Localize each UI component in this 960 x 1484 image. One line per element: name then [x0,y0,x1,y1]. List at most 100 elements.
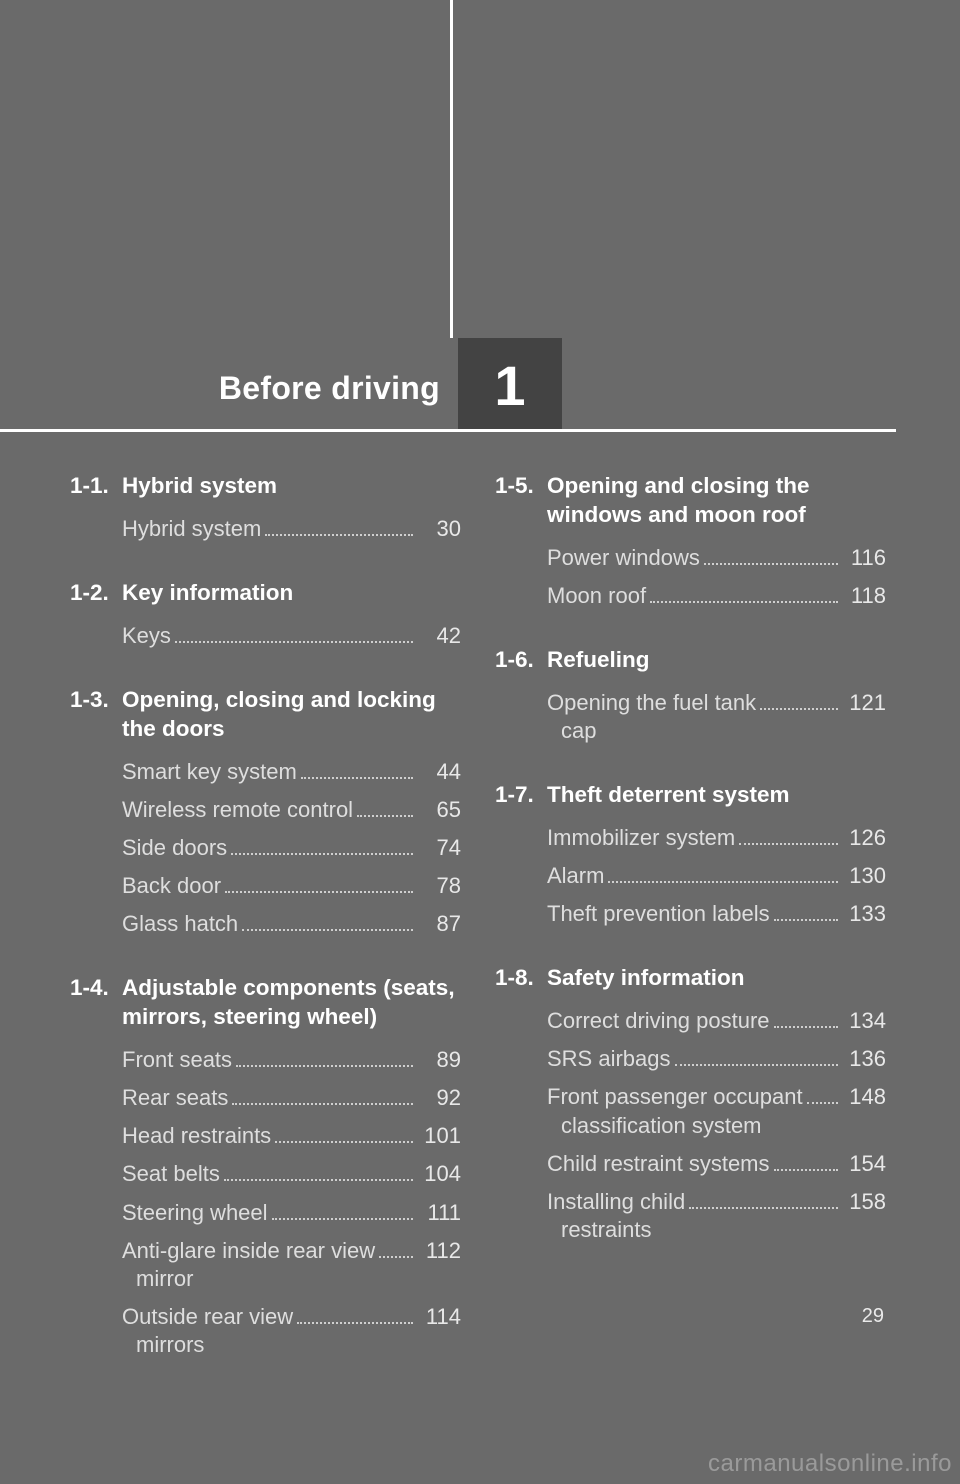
toc-section-title: Theft deterrent system [547,781,886,810]
toc-section-title: Opening, closing and locking the doors [122,686,461,744]
toc-entry-label: SRS airbags [547,1045,671,1073]
toc-leader-dots [774,908,838,921]
toc-entry: Hybrid system 30 [122,515,461,543]
toc-entry-label: Rear seats [122,1084,228,1112]
toc-leader-dots [357,803,413,816]
toc-section: 1-2.Key information Keys 42 [70,579,461,650]
toc-entry: Head restraints101 [122,1122,461,1150]
toc-entry: Rear seats 92 [122,1084,461,1112]
toc-entry-page: 118 [844,582,886,610]
toc-entry: Front seats89 [122,1046,461,1074]
toc-section-title: Hybrid system [122,472,461,501]
toc-entry: Glass hatch 87 [122,910,461,938]
toc-entry-label: Correct driving posture [547,1007,770,1035]
toc-section: 1-6.RefuelingOpening the fuel tankcap121 [495,646,886,745]
toc-entry-label: Keys [122,622,171,650]
toc-leader-dots [297,1311,413,1324]
toc-entry-label: Hybrid system [122,515,261,543]
toc-leader-dots [760,697,838,710]
toc-entry: SRS airbags136 [547,1045,886,1073]
toc-section-number: 1-4. [70,974,122,1032]
toc-section: 1-4.Adjustable components (seats, mirror… [70,974,461,1359]
toc-entry-page: 89 [419,1046,461,1074]
toc-leader-dots [301,765,413,778]
toc-leader-dots [689,1196,838,1209]
toc-leader-dots [272,1206,413,1219]
toc-section-title: Refueling [547,646,886,675]
toc-section-number: 1-8. [495,964,547,993]
toc-column-right: 1-5.Opening and closing the windows and … [495,472,886,1369]
toc-section-number: 1-5. [495,472,547,530]
toc-leader-dots [379,1244,413,1257]
toc-entry-page: 148 [844,1083,886,1111]
toc-entry: Seat belts104 [122,1160,461,1188]
toc-leader-dots [175,630,413,643]
toc-entry-label: Wireless remote control [122,796,353,824]
toc-section: 1-1.Hybrid systemHybrid system30 [70,472,461,543]
toc-entry-label: Side doors [122,834,227,862]
toc-leader-dots [232,1092,413,1105]
toc-leader-dots [236,1054,413,1067]
page-number: 29 [862,1305,884,1328]
toc-entry-page: 42 [419,622,461,650]
toc-section-heading: 1-3.Opening, closing and locking the doo… [70,686,461,744]
vertical-rule [450,0,453,338]
toc-entry-page: 116 [844,544,886,572]
toc-section-number: 1-6. [495,646,547,675]
toc-section-number: 1-1. [70,472,122,501]
toc-entry: Anti-glare inside rear viewmirror112 [122,1237,461,1293]
toc-entry-label: Theft prevention labels [547,900,770,928]
toc-leader-dots [275,1130,413,1143]
toc-entry-page: 30 [419,515,461,543]
toc-section: 1-3.Opening, closing and locking the doo… [70,686,461,938]
toc-entry: Front passenger occupantclassification s… [547,1083,886,1139]
toc-entry-label: Outside rear viewmirrors [122,1303,293,1359]
watermark: carmanualsonline.info [708,1450,952,1478]
toc-section-heading: 1-7.Theft deterrent system [495,781,886,810]
toc-section-title: Safety information [547,964,886,993]
toc-entry-page: 101 [419,1122,461,1150]
toc-entry-label: Glass hatch [122,910,238,938]
toc-leader-dots [774,1015,838,1028]
toc-entry-label: Back door [122,872,221,900]
toc-entry-page: 87 [419,910,461,938]
toc-section-heading: 1-6.Refueling [495,646,886,675]
toc-section-heading: 1-2.Key information [70,579,461,608]
toc-entry: Side doors74 [122,834,461,862]
toc-leader-dots [242,918,413,931]
toc-entry-page: 134 [844,1007,886,1035]
toc-entry: Outside rear viewmirrors114 [122,1303,461,1359]
toc-section-number: 1-3. [70,686,122,744]
toc-entry-label: Seat belts [122,1160,220,1188]
toc-entry: Moon roof118 [547,582,886,610]
toc-leader-dots [224,1168,413,1181]
toc-entry: Smart key system44 [122,758,461,786]
toc-section-title: Key information [122,579,461,608]
toc-entry-label: Installing childrestraints [547,1188,685,1244]
toc-section-title: Opening and closing the windows and moon… [547,472,886,530]
toc-leader-dots [608,870,838,883]
toc-entry-label: Front passenger occupantclassification s… [547,1083,803,1139]
toc-leader-dots [675,1053,838,1066]
toc-entry: Keys 42 [122,622,461,650]
toc-entry-label: Immobilizer system [547,824,735,852]
toc-leader-dots [265,523,413,536]
toc-section-heading: 1-1.Hybrid system [70,472,461,501]
toc-entry: Steering wheel111 [122,1199,461,1227]
toc-entry-page: 44 [419,758,461,786]
toc-entry-page: 92 [419,1084,461,1112]
toc-leader-dots [650,590,838,603]
toc-section-heading: 1-8.Safety information [495,964,886,993]
page: Before driving 1 1-1.Hybrid systemHybrid… [0,0,960,1484]
toc-section-heading: 1-4.Adjustable components (seats, mirror… [70,974,461,1032]
chapter-title: Before driving [219,370,440,407]
toc-entry-page: 126 [844,824,886,852]
toc-entry-label: Opening the fuel tankcap [547,689,756,745]
toc-entry-label: Child restraint systems [547,1150,770,1178]
toc-entry-page: 111 [419,1199,461,1227]
toc-entry: Alarm130 [547,862,886,890]
toc-entry: Wireless remote control65 [122,796,461,824]
toc-leader-dots [739,832,838,845]
toc-section-number: 1-2. [70,579,122,608]
toc-leader-dots [774,1158,838,1171]
